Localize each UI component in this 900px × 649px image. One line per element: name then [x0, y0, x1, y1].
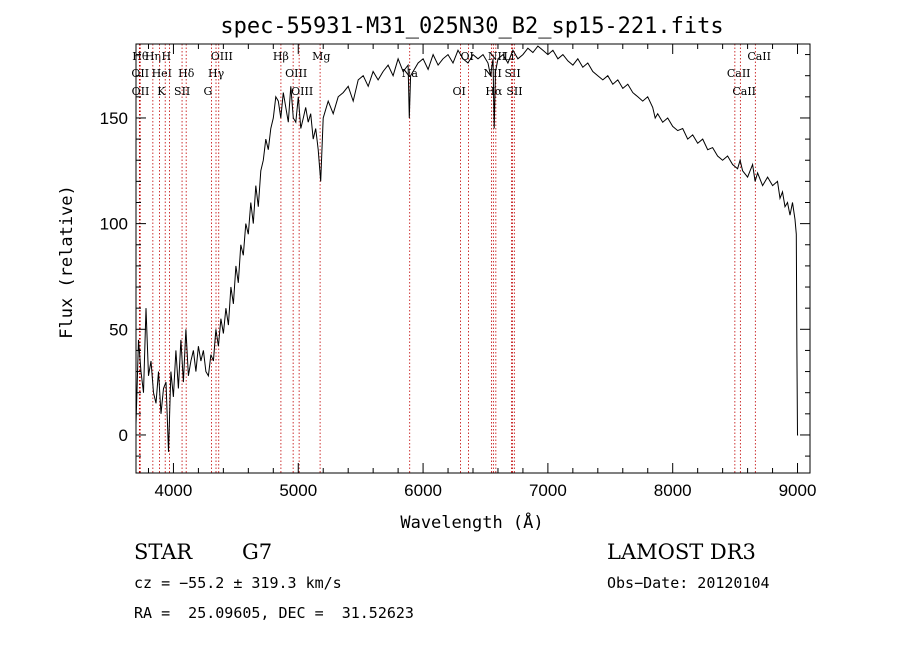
series-layer — [135, 45, 799, 452]
plot-frame — [135, 43, 811, 474]
emission-line-label: OII — [131, 67, 149, 80]
emission-line-label: OI — [453, 85, 466, 98]
star-label: STAR — [134, 540, 193, 564]
emission-line-label: K — [157, 85, 166, 98]
y-tick-label: 0 — [119, 426, 128, 445]
emission-line-label: OII — [132, 85, 150, 98]
chart-title: spec-55931-M31_025N30_B2_sp15-221.fits — [220, 14, 723, 39]
emission-line-label: SII — [174, 85, 190, 98]
emission-line-label: H — [161, 50, 171, 63]
y-tick-label: 50 — [109, 320, 128, 339]
x-tick-label: 7000 — [529, 481, 567, 500]
emission-line-label: Hδ — [178, 67, 195, 80]
redshift-value: cz = −55.2 ± 319.3 km/s — [134, 574, 342, 592]
x-axis-label: Wavelength (Å) — [400, 511, 543, 533]
x-tick-label: 5000 — [279, 481, 317, 500]
spectral-class: G7 — [242, 540, 273, 564]
survey-label: LAMOST DR3 — [607, 540, 756, 564]
y-tick-label: 150 — [100, 109, 128, 128]
emission-line-label: Hγ — [208, 67, 225, 80]
ra-dec-coordinates: RA = 25.09605, DEC = 31.52623 — [134, 604, 414, 622]
emission-line-label: Mg — [312, 50, 330, 63]
y-axis-label: Flux (relative) — [57, 185, 77, 339]
observation-date: Obs−Date: 20120104 — [607, 574, 770, 592]
emission-line-label: OIII — [291, 85, 313, 98]
emission-line-label: SII — [504, 67, 520, 80]
y-tick-label: 100 — [100, 215, 128, 234]
y-axis: 0 50 100 150 — [100, 54, 810, 457]
emission-line-label: OIII — [285, 67, 307, 80]
emission-line-label: OIII — [211, 50, 233, 63]
emission-line-label: Hβ — [273, 50, 289, 63]
emission-line-label: HeI — [152, 67, 172, 80]
emission-line-label: SII — [506, 85, 522, 98]
x-tick-label: 4000 — [155, 481, 193, 500]
emission-line-label: CaII — [732, 85, 756, 98]
emission-line-label: Hη — [145, 50, 161, 63]
x-axis: 4000 5000 6000 7000 8000 9000 — [147, 44, 817, 500]
emission-line-label: Hα — [485, 85, 503, 98]
x-tick-label: 8000 — [654, 481, 692, 500]
emission-line-label: Li — [503, 50, 514, 63]
x-tick-label: 9000 — [779, 481, 817, 500]
emission-line-label: CaII — [727, 67, 751, 80]
spectrum-line — [135, 45, 799, 452]
emission-line-label: G — [204, 85, 213, 98]
emission-line-label: NII — [483, 67, 501, 80]
emission-lines: HθOIIOIIHηHeIKHHδSIIOIIIHγGHβOIIIOIIIMgN… — [131, 44, 771, 473]
emission-line-label: CaII — [747, 50, 771, 63]
x-tick-label: 6000 — [404, 481, 442, 500]
